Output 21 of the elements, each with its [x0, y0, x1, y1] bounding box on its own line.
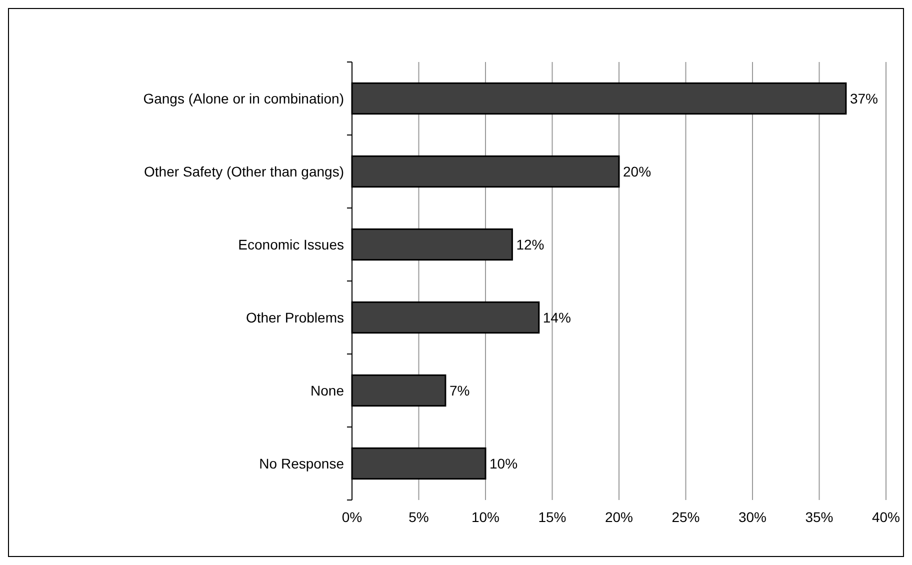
- x-tick-label: 10%: [471, 509, 500, 525]
- x-tick-label: 40%: [872, 509, 900, 525]
- data-label: 20%: [623, 163, 652, 180]
- x-tick-label: 5%: [408, 509, 429, 525]
- data-label: 7%: [449, 382, 470, 398]
- data-label: 10%: [490, 455, 518, 472]
- y-tick-label: Other Safety (Other than gangs): [144, 163, 344, 180]
- y-tick-label: None: [310, 382, 344, 398]
- x-tick-label: 30%: [738, 509, 767, 525]
- x-tick-label: 20%: [604, 509, 634, 525]
- x-tick-label: 0%: [342, 509, 362, 525]
- data-label: 12%: [516, 236, 544, 252]
- data-label: 37%: [850, 90, 878, 106]
- y-tick-label: No Response: [259, 455, 344, 472]
- y-tick-label: Other Problems: [246, 309, 344, 326]
- data-label: 14%: [542, 309, 571, 326]
- x-tick-label: 25%: [672, 509, 700, 525]
- x-tick-label: 15%: [538, 509, 566, 525]
- y-tick-label: Economic Issues: [238, 236, 344, 252]
- y-tick-label: Gangs (Alone or in combination): [143, 90, 344, 106]
- x-tick-label: 35%: [805, 509, 834, 525]
